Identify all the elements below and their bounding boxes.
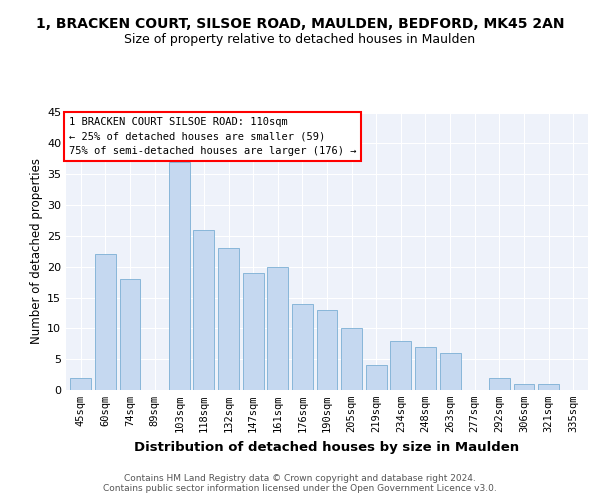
Bar [70,378,91,390]
X-axis label: Distribution of detached houses by size in Maulden: Distribution of detached houses by size … [134,440,520,454]
Bar [267,266,288,390]
Bar [415,347,436,390]
Text: Contains HM Land Registry data © Crown copyright and database right 2024.: Contains HM Land Registry data © Crown c… [124,474,476,483]
Bar [218,248,239,390]
Bar [95,254,116,390]
Bar [119,279,140,390]
Bar [169,162,190,390]
Text: 1, BRACKEN COURT, SILSOE ROAD, MAULDEN, BEDFORD, MK45 2AN: 1, BRACKEN COURT, SILSOE ROAD, MAULDEN, … [36,18,564,32]
Bar [242,273,263,390]
Text: 1 BRACKEN COURT SILSOE ROAD: 110sqm
← 25% of detached houses are smaller (59)
75: 1 BRACKEN COURT SILSOE ROAD: 110sqm ← 25… [68,116,356,156]
Bar [366,366,387,390]
Bar [514,384,535,390]
Y-axis label: Number of detached properties: Number of detached properties [30,158,43,344]
Bar [538,384,559,390]
Bar [391,340,412,390]
Bar [317,310,337,390]
Bar [193,230,214,390]
Text: Size of property relative to detached houses in Maulden: Size of property relative to detached ho… [124,32,476,46]
Bar [489,378,510,390]
Bar [341,328,362,390]
Bar [292,304,313,390]
Text: Contains public sector information licensed under the Open Government Licence v3: Contains public sector information licen… [103,484,497,493]
Bar [440,353,461,390]
